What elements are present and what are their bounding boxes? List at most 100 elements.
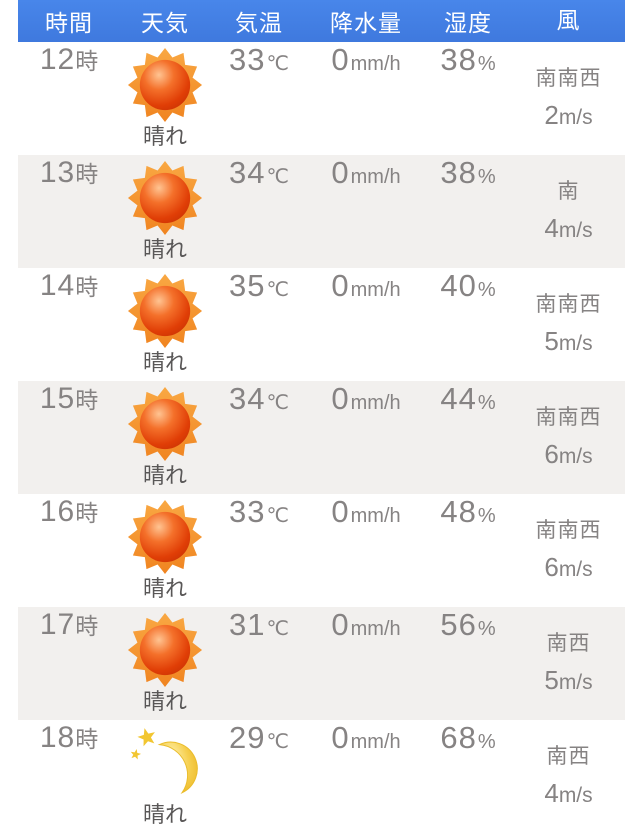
sun-icon xyxy=(127,273,203,348)
hour-value: 14 xyxy=(39,269,76,302)
humidity-value: 44 xyxy=(440,381,477,416)
weather-condition-label: 晴れ xyxy=(142,123,187,149)
humidity-cell: 44 % xyxy=(424,381,512,494)
precipitation-unit: mm/h xyxy=(350,53,401,75)
weather-condition-label: 晴れ xyxy=(142,801,187,827)
temperature-cell: 34 ℃ xyxy=(210,381,308,494)
wind-speed-unit: m/s xyxy=(558,784,593,807)
column-header-temperature: 気温 xyxy=(235,10,283,36)
wind-speed-unit: m/s xyxy=(558,332,593,355)
temperature-value: 34 xyxy=(229,155,266,190)
humidity-cell: 38 % xyxy=(424,42,512,155)
precipitation-unit: mm/h xyxy=(350,731,401,753)
wind-speed-value: 5 xyxy=(544,665,559,695)
humidity-value: 56 xyxy=(440,607,477,642)
precipitation-value: 0 xyxy=(331,155,350,190)
hour-value: 13 xyxy=(39,156,76,189)
humidity-cell: 38 % xyxy=(424,155,512,268)
precipitation-value: 0 xyxy=(331,494,350,529)
time-cell: 18 時 xyxy=(18,720,120,833)
forecast-row: 12 時 晴れ 33 ℃ 0 mm/h 38 % 南南西 2m/s xyxy=(18,42,625,155)
wind-direction: 南西 xyxy=(546,631,591,655)
wind-speed-value: 6 xyxy=(544,439,559,469)
precipitation-unit: mm/h xyxy=(350,166,401,188)
column-header-precipitation: 降水量 xyxy=(330,10,402,36)
temperature-cell: 29 ℃ xyxy=(210,720,308,833)
hour-suffix: 時 xyxy=(75,500,99,526)
precipitation-cell: 0 mm/h xyxy=(308,381,424,494)
precipitation-unit: mm/h xyxy=(350,505,401,527)
hourly-forecast-table: 時間 天気 気温 降水量 湿度 風 12 時 晴れ 33 ℃ 0 mm/h 38… xyxy=(18,0,625,833)
wind-cell: 南 4m/s xyxy=(512,155,625,268)
wind-cell: 南南西 2m/s xyxy=(512,42,625,155)
weather-condition-label: 晴れ xyxy=(142,575,187,601)
hour-suffix: 時 xyxy=(75,161,99,187)
hour-value: 16 xyxy=(39,495,76,528)
precipitation-value: 0 xyxy=(331,42,350,77)
hour-value: 12 xyxy=(39,43,76,76)
temperature-unit: ℃ xyxy=(266,279,289,301)
weather-cell: 晴れ xyxy=(120,155,210,268)
precipitation-value: 0 xyxy=(331,268,350,303)
hour-suffix: 時 xyxy=(75,613,99,639)
precipitation-cell: 0 mm/h xyxy=(308,607,424,720)
humidity-cell: 48 % xyxy=(424,494,512,607)
humidity-cell: 56 % xyxy=(424,607,512,720)
wind-speed-unit: m/s xyxy=(558,106,593,129)
weather-cell: 晴れ xyxy=(120,42,210,155)
humidity-unit: % xyxy=(477,279,496,301)
temperature-unit: ℃ xyxy=(266,505,289,527)
wind-speed-unit: m/s xyxy=(558,558,593,581)
wind-speed-unit: m/s xyxy=(558,219,593,242)
temperature-value: 31 xyxy=(229,607,266,642)
wind-cell: 南南西 6m/s xyxy=(512,494,625,607)
forecast-table-body: 12 時 晴れ 33 ℃ 0 mm/h 38 % 南南西 2m/s 13 時 xyxy=(18,42,625,833)
forecast-row: 13 時 晴れ 34 ℃ 0 mm/h 38 % 南 4m/s xyxy=(18,155,625,268)
humidity-unit: % xyxy=(477,166,496,188)
column-header-humidity: 湿度 xyxy=(444,10,492,36)
wind-speed-value: 6 xyxy=(544,552,559,582)
weather-condition-label: 晴れ xyxy=(142,349,187,375)
humidity-value: 48 xyxy=(440,494,477,529)
temperature-value: 35 xyxy=(229,268,266,303)
moon-with-stars-icon xyxy=(127,725,203,801)
weather-cell: 晴れ xyxy=(120,607,210,720)
wind-direction: 南西 xyxy=(546,744,591,768)
wind-cell: 南南西 5m/s xyxy=(512,268,625,381)
wind-speed: 5m/s xyxy=(544,326,592,357)
precipitation-unit: mm/h xyxy=(350,279,401,301)
time-cell: 12 時 xyxy=(18,42,120,155)
temperature-value: 29 xyxy=(229,720,266,755)
temperature-value: 33 xyxy=(229,494,266,529)
humidity-value: 38 xyxy=(440,155,477,190)
humidity-unit: % xyxy=(477,53,496,75)
hour-value: 18 xyxy=(39,721,76,754)
temperature-cell: 35 ℃ xyxy=(210,268,308,381)
wind-speed: 4m/s xyxy=(544,213,592,244)
wind-cell: 南西 4m/s xyxy=(512,720,625,833)
precipitation-unit: mm/h xyxy=(350,392,401,414)
wind-direction: 南南西 xyxy=(535,292,602,316)
precipitation-value: 0 xyxy=(331,720,350,755)
temperature-unit: ℃ xyxy=(266,166,289,188)
weather-cell: 晴れ xyxy=(120,720,210,833)
temperature-unit: ℃ xyxy=(266,731,289,753)
temperature-value: 34 xyxy=(229,381,266,416)
humidity-unit: % xyxy=(477,618,496,640)
precipitation-cell: 0 mm/h xyxy=(308,720,424,833)
wind-speed: 4m/s xyxy=(544,778,592,809)
wind-direction: 南 xyxy=(557,179,580,203)
weather-condition-label: 晴れ xyxy=(142,462,187,488)
humidity-unit: % xyxy=(477,392,496,414)
temperature-value: 33 xyxy=(229,42,266,77)
wind-speed-unit: m/s xyxy=(558,445,593,468)
humidity-cell: 68 % xyxy=(424,720,512,833)
hour-value: 15 xyxy=(39,382,76,415)
hour-suffix: 時 xyxy=(75,48,99,74)
temperature-unit: ℃ xyxy=(266,618,289,640)
hour-value: 17 xyxy=(39,608,76,641)
precipitation-cell: 0 mm/h xyxy=(308,494,424,607)
weather-cell: 晴れ xyxy=(120,268,210,381)
forecast-row: 17 時 晴れ 31 ℃ 0 mm/h 56 % 南西 5m/s xyxy=(18,607,625,720)
temperature-unit: ℃ xyxy=(266,53,289,75)
